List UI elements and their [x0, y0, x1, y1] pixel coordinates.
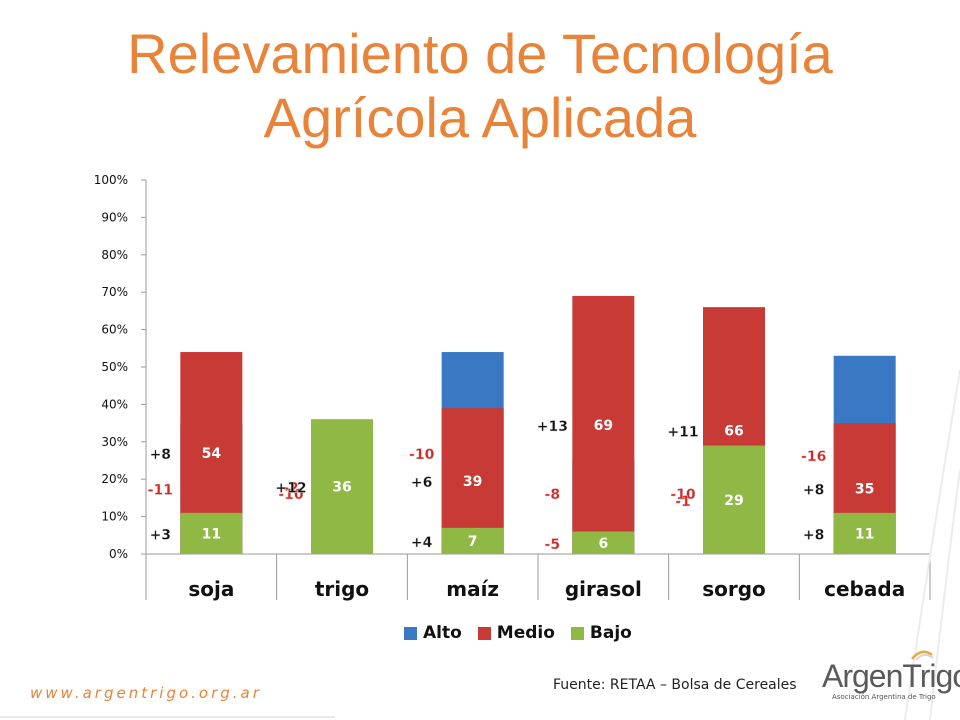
y-tick-label: 70%: [101, 285, 128, 299]
data-label: 35: [855, 482, 874, 498]
change-label: -5: [545, 537, 561, 553]
data-label: 29: [724, 493, 743, 509]
y-tick-label: 80%: [101, 248, 128, 262]
legend-label-medio: Medio: [496, 623, 555, 643]
y-tick-label: 90%: [101, 210, 128, 224]
bar-bajo-3: [572, 531, 635, 554]
logo-subtitle: Asociación Argentina de Trigo: [832, 693, 936, 701]
change-label: +13: [537, 419, 568, 435]
change-label: -16: [801, 449, 826, 465]
chart-legend: Alto Medio Bajo: [404, 621, 632, 645]
bar-medio-3: [572, 295, 635, 554]
y-tick-label: 40%: [101, 397, 128, 411]
x-category-label: sorgo: [702, 577, 766, 601]
title-line-1: Relevamiento de Tecnología: [127, 22, 833, 85]
change-label: +8: [803, 527, 824, 543]
decor-arc: [929, 469, 960, 720]
change-label: +6: [411, 475, 432, 491]
data-label: 11: [855, 526, 874, 542]
x-category-label: maíz: [446, 577, 499, 601]
x-category-label: trigo: [315, 577, 369, 601]
change-label: +8: [803, 483, 824, 499]
title-line-2: Agrícola Aplicada: [263, 86, 697, 149]
x-category-label: soja: [188, 577, 234, 601]
slide-title: Relevamiento de Tecnología Agrícola Apli…: [0, 22, 960, 150]
data-label: 66: [724, 424, 743, 440]
y-tick-label: 10%: [101, 510, 128, 524]
data-label: 11: [202, 526, 221, 542]
data-label: 54: [202, 446, 222, 462]
y-tick-label: 60%: [101, 323, 128, 337]
y-tick-label: 100%: [94, 173, 128, 187]
data-label: 7: [468, 534, 478, 550]
change-label: +11: [667, 425, 698, 441]
legend-item-bajo: Bajo: [570, 623, 632, 643]
logo-name: ArgenTrigo: [822, 658, 960, 694]
argentrigo-logo: ArgenTrigo Asociación Argentina de Trigo: [822, 650, 960, 711]
data-label: 36: [332, 480, 351, 496]
decor-arc: [904, 369, 960, 720]
change-label: -2: [283, 481, 299, 497]
y-tick-label: 20%: [101, 472, 128, 486]
x-category-label: girasol: [565, 577, 642, 601]
change-label: +3: [150, 527, 171, 543]
y-tick-label: 0%: [109, 547, 128, 561]
website-link[interactable]: www.argentrigo.org.ar: [30, 684, 262, 702]
legend-item-alto: Alto: [404, 623, 462, 643]
bar-bajo-4: [703, 445, 765, 554]
legend-swatch-bajo: [570, 626, 584, 640]
change-label: +12: [275, 481, 306, 497]
change-label: -8: [545, 487, 561, 503]
y-tick-label: 30%: [101, 435, 128, 449]
footer-divider: [0, 716, 335, 718]
change-label: -11: [148, 483, 173, 499]
legend-swatch-medio: [477, 626, 491, 640]
data-label: 39: [463, 474, 482, 490]
change-label: +4: [411, 535, 433, 551]
bar-bajo-5: [833, 512, 896, 554]
data-label: 69: [594, 418, 613, 434]
x-category-label: cebada: [824, 577, 905, 601]
bar-bajo-2: [441, 527, 504, 554]
wheat-mark-icon: [911, 650, 934, 661]
legend-swatch-alto: [404, 626, 417, 640]
legend-item-medio: Medio: [477, 623, 555, 643]
data-label: 6: [598, 536, 608, 552]
bar-bajo-1: [311, 419, 373, 554]
change-label: -10: [409, 447, 435, 463]
change-label: -1: [675, 494, 691, 510]
change-label: +8: [150, 447, 171, 463]
y-tick-label: 50%: [101, 360, 128, 374]
change-label: -10: [278, 487, 304, 503]
change-label: -10: [670, 487, 696, 503]
bar-bajo-0: [180, 512, 243, 554]
legend-label-bajo: Bajo: [589, 623, 632, 643]
source-note: Fuente: RETAA – Bolsa de Cereales: [553, 677, 797, 693]
legend-label-alto: Alto: [423, 623, 462, 643]
